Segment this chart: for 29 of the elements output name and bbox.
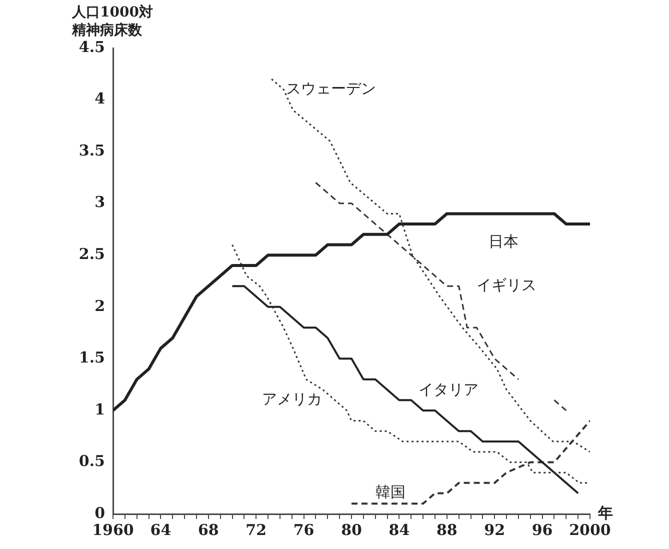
y-tick-label: 4.5 bbox=[78, 38, 105, 56]
x-tick-label: 68 bbox=[198, 520, 219, 539]
x-axis-title: 年 bbox=[597, 504, 613, 522]
x-tick-label: 96 bbox=[532, 520, 553, 539]
x-tick-label: 88 bbox=[436, 520, 458, 539]
y-tick-label: 2.5 bbox=[78, 245, 105, 263]
series-label: 韓国 bbox=[375, 483, 406, 502]
y-tick-label: 2 bbox=[94, 296, 105, 315]
x-tick-label: 92 bbox=[484, 520, 506, 539]
y-tick-label: 4 bbox=[94, 90, 105, 108]
x-tick-label: 76 bbox=[293, 520, 314, 539]
x-tick-label: 80 bbox=[341, 520, 362, 539]
y-tick-label: 3 bbox=[94, 193, 105, 212]
y-tick-label: 1.5 bbox=[78, 348, 105, 367]
x-tick-label: 1960 bbox=[92, 520, 134, 539]
x-tick-label: 72 bbox=[246, 520, 267, 539]
series-label: アメリカ bbox=[262, 390, 322, 408]
y-axis-title: 人口1000対精神病床数 bbox=[71, 4, 153, 39]
series-label: スウェーデン bbox=[286, 79, 376, 98]
series-label: イタリア bbox=[418, 380, 478, 399]
y-tick-label: 1 bbox=[94, 400, 105, 418]
x-tick-label: 2000 bbox=[569, 520, 611, 539]
series-label: イギリス bbox=[476, 276, 537, 294]
y-tick-label: 3.5 bbox=[78, 141, 105, 160]
y-tick-label: 0.5 bbox=[78, 452, 105, 470]
x-tick-label: 84 bbox=[388, 520, 410, 539]
series-label: 日本 bbox=[488, 232, 519, 251]
x-tick-label: 64 bbox=[150, 520, 172, 539]
y-tick-label: 0 bbox=[94, 504, 105, 522]
